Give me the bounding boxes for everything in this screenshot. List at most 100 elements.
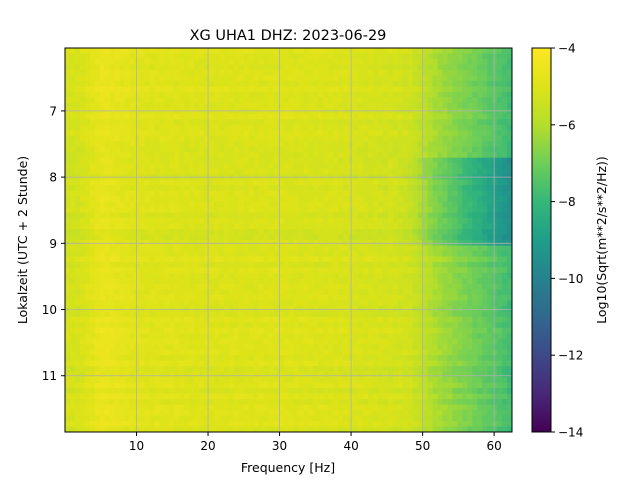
heatmap-cell bbox=[199, 97, 205, 104]
heatmap-cell bbox=[144, 316, 151, 323]
heatmap-cell bbox=[84, 179, 91, 186]
heatmap-cell bbox=[154, 102, 160, 109]
heatmap-cell bbox=[417, 305, 424, 312]
heatmap-cell bbox=[184, 53, 190, 60]
heatmap-cell bbox=[199, 53, 205, 60]
heatmap-cell bbox=[223, 113, 230, 120]
heatmap-cell bbox=[204, 212, 210, 219]
heatmap-cell bbox=[313, 333, 319, 340]
heatmap-cell bbox=[328, 124, 334, 131]
heatmap-cell bbox=[243, 58, 250, 66]
heatmap-cell bbox=[119, 185, 126, 192]
heatmap-cell bbox=[194, 201, 200, 208]
heatmap-cell bbox=[149, 338, 155, 345]
heatmap-cell bbox=[65, 124, 71, 131]
heatmap-cell bbox=[308, 108, 314, 115]
heatmap-cell bbox=[114, 311, 121, 318]
heatmap-cell bbox=[442, 163, 449, 170]
heatmap-cell bbox=[223, 135, 230, 142]
heatmap-cell bbox=[462, 48, 468, 55]
heatmap-cell bbox=[114, 338, 121, 345]
heatmap-cell bbox=[442, 130, 449, 137]
heatmap-cell bbox=[343, 283, 349, 290]
heatmap-cell bbox=[134, 113, 141, 120]
heatmap-cell bbox=[323, 69, 329, 77]
heatmap-cell bbox=[169, 196, 175, 203]
heatmap-cell bbox=[477, 218, 483, 225]
heatmap-cell bbox=[218, 157, 225, 164]
heatmap-cell bbox=[134, 146, 141, 153]
heatmap-cell bbox=[154, 267, 160, 274]
heatmap-cell bbox=[248, 157, 255, 164]
heatmap-cell bbox=[467, 69, 473, 77]
heatmap-cell bbox=[258, 119, 265, 126]
heatmap-cell bbox=[497, 113, 503, 120]
heatmap-cell bbox=[472, 311, 478, 318]
heatmap-cell bbox=[214, 311, 220, 318]
heatmap-cell bbox=[164, 69, 170, 77]
heatmap-cell bbox=[238, 261, 245, 269]
heatmap-cell bbox=[372, 283, 379, 290]
heatmap-cell bbox=[477, 75, 483, 82]
heatmap-cell bbox=[303, 146, 309, 153]
heatmap-cell bbox=[358, 53, 364, 60]
heatmap-cell bbox=[377, 229, 384, 236]
heatmap-cell bbox=[238, 327, 245, 334]
heatmap-cell bbox=[283, 322, 290, 329]
heatmap-cell bbox=[69, 108, 76, 115]
heatmap-cell bbox=[149, 157, 155, 164]
heatmap-cell bbox=[492, 256, 498, 263]
heatmap-cell bbox=[74, 152, 81, 159]
heatmap-cell bbox=[422, 305, 429, 312]
heatmap-cell bbox=[502, 327, 508, 334]
heatmap-cell bbox=[209, 64, 215, 71]
heatmap-cell bbox=[248, 102, 255, 109]
heatmap-cell bbox=[179, 333, 185, 340]
heatmap-cell bbox=[238, 163, 245, 170]
heatmap-cell bbox=[209, 185, 215, 192]
heatmap-cell bbox=[367, 261, 374, 269]
heatmap-cell bbox=[119, 146, 126, 153]
heatmap-cell bbox=[263, 157, 270, 164]
heatmap-cell bbox=[79, 163, 86, 170]
heatmap-cell bbox=[139, 130, 146, 137]
heatmap-cell bbox=[417, 272, 424, 279]
heatmap-cell bbox=[382, 119, 389, 126]
heatmap-cell bbox=[283, 124, 290, 131]
heatmap-cell bbox=[288, 119, 295, 126]
heatmap-cell bbox=[248, 327, 255, 334]
heatmap-cell bbox=[308, 75, 314, 82]
heatmap-cell bbox=[323, 272, 329, 279]
heatmap-cell bbox=[313, 102, 319, 109]
heatmap-cell bbox=[114, 196, 121, 203]
heatmap-cell bbox=[467, 119, 473, 126]
heatmap-cell bbox=[129, 69, 136, 77]
heatmap-cell bbox=[189, 130, 195, 137]
heatmap-cell bbox=[313, 305, 319, 312]
heatmap-cell bbox=[432, 207, 439, 214]
heatmap-cell bbox=[377, 338, 384, 345]
heatmap-cell bbox=[457, 261, 463, 269]
heatmap-cell bbox=[392, 289, 399, 296]
heatmap-cell bbox=[412, 245, 419, 252]
heatmap-cell bbox=[427, 256, 434, 263]
heatmap-cell bbox=[402, 86, 409, 93]
heatmap-cell bbox=[507, 201, 512, 208]
heatmap-cell bbox=[492, 119, 498, 126]
heatmap-cell bbox=[273, 179, 280, 186]
heatmap-cell bbox=[278, 80, 285, 87]
heatmap-cell bbox=[233, 311, 240, 318]
heatmap-cell bbox=[223, 207, 230, 214]
heatmap-cell bbox=[214, 58, 220, 66]
heatmap-cell bbox=[69, 97, 76, 104]
heatmap-cell bbox=[333, 185, 339, 192]
heatmap-cell bbox=[402, 250, 409, 258]
heatmap-cell bbox=[293, 311, 300, 318]
heatmap-cell bbox=[358, 305, 364, 312]
heatmap-cell bbox=[353, 113, 359, 120]
heatmap-cell bbox=[134, 294, 141, 301]
heatmap-cell bbox=[248, 135, 255, 142]
heatmap-cell bbox=[65, 229, 71, 236]
heatmap-cell bbox=[323, 278, 329, 285]
heatmap-cell bbox=[392, 229, 399, 236]
